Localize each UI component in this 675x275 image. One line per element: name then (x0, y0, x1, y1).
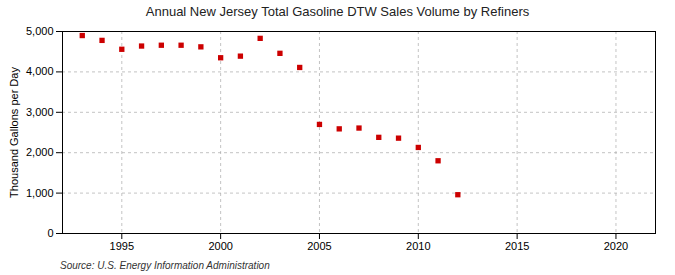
svg-text:2,000: 2,000 (26, 146, 54, 158)
svg-text:2020: 2020 (604, 240, 628, 252)
svg-text:5,000: 5,000 (26, 25, 54, 37)
svg-text:2015: 2015 (505, 240, 529, 252)
svg-text:0: 0 (47, 227, 53, 239)
html-text:Annual New Jersey Total Gasoli: Annual New Jersey Total Gasoline DTW Sal… (145, 4, 530, 19)
svg-text:2005: 2005 (307, 240, 331, 252)
svg-text:2010: 2010 (406, 240, 430, 252)
svg-text:3,000: 3,000 (26, 106, 54, 118)
svg-text:1995: 1995 (110, 240, 134, 252)
svg-text:1,000: 1,000 (26, 187, 54, 199)
html-text:Source: U.S. Energy Informatio: Source: U.S. Energy Information Administ… (60, 260, 270, 271)
svg-text:4,000: 4,000 (26, 65, 54, 77)
svg-text:Thousand Gallons per Day: Thousand Gallons per Day (8, 67, 20, 198)
svg-text:2000: 2000 (208, 240, 232, 252)
